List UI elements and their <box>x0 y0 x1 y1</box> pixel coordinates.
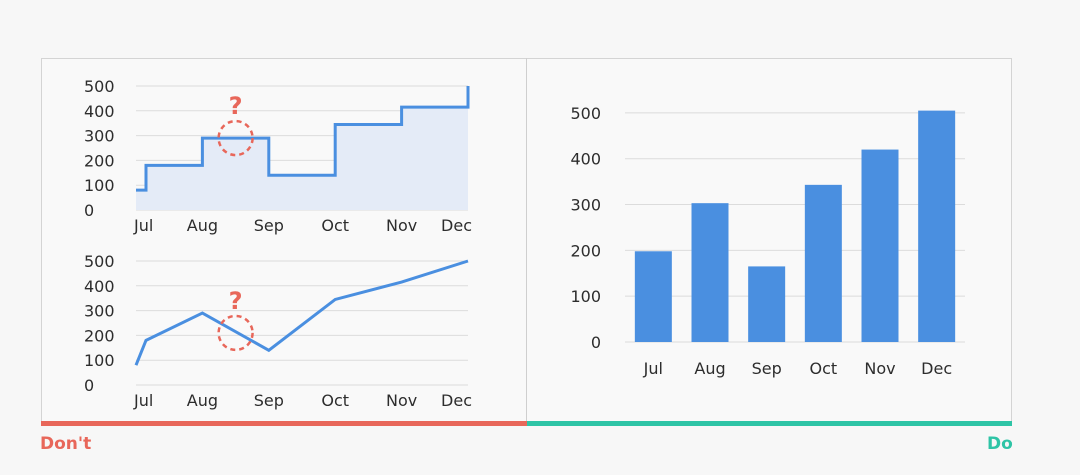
bar-jul <box>634 251 672 342</box>
x-tick-label: Aug <box>187 216 218 235</box>
x-tick-label: Sep <box>254 216 284 235</box>
panel-divider <box>526 58 527 424</box>
x-tick-label: Oct <box>809 359 837 378</box>
x-tick-label: Aug <box>694 359 725 378</box>
y-tick-label: 400 <box>570 150 601 169</box>
y-tick-label: 200 <box>570 241 601 260</box>
series-line <box>136 86 470 192</box>
line-chart: 0 100 200 300 400 500 Jul Aug Sep Oct Nov Dec? <box>84 252 472 410</box>
x-tick-label: Sep <box>752 359 782 378</box>
step-area-chart: 0 100 200 300 400 500 Jul Aug Sep Oct Nov Dec? <box>84 77 472 235</box>
y-tick-label: 0 <box>84 201 94 220</box>
y-tick-label: 400 <box>84 277 115 296</box>
x-tick-label: Jul <box>133 391 153 410</box>
bar-sep <box>748 266 786 342</box>
x-tick-label: Nov <box>386 391 417 410</box>
x-tick-label: Oct <box>321 391 349 410</box>
x-tick-label: Dec <box>921 359 952 378</box>
y-tick-label: 300 <box>84 127 115 146</box>
y-tick-label: 0 <box>84 376 94 395</box>
dont-label: Don't <box>40 434 92 454</box>
y-tick-label: 500 <box>84 77 115 96</box>
do-label: Do <box>987 434 1013 454</box>
x-tick-label: Aug <box>187 391 218 410</box>
y-tick-label: 200 <box>84 151 115 170</box>
x-tick-label: Sep <box>254 391 284 410</box>
question-mark-annotation: ? <box>229 92 243 120</box>
bar-dec <box>918 110 956 342</box>
series-area <box>136 86 468 210</box>
do-indicator-bar <box>527 421 1012 426</box>
bar-chart: 0 100 200 300 400 500 Jul Aug Sep Oct Nov Dec <box>570 104 965 378</box>
y-tick-label: 200 <box>84 326 115 345</box>
y-tick-label: 100 <box>570 287 601 306</box>
y-tick-label: 0 <box>591 333 601 352</box>
annotation-dashed-circle <box>217 119 254 157</box>
series-line <box>134 259 469 366</box>
y-tick-label: 300 <box>84 302 115 321</box>
bar-nov <box>861 149 899 342</box>
dont-indicator-bar <box>41 421 527 426</box>
bar-oct <box>804 184 842 342</box>
x-tick-label: Jul <box>643 359 663 378</box>
bar-aug <box>691 203 729 342</box>
y-tick-label: 100 <box>84 176 115 195</box>
y-tick-label: 500 <box>84 252 115 271</box>
x-tick-label: Jul <box>133 216 153 235</box>
question-mark-annotation: ? <box>229 287 243 315</box>
x-tick-label: Dec <box>441 216 472 235</box>
x-tick-label: Dec <box>441 391 472 410</box>
y-tick-label: 400 <box>84 102 115 121</box>
y-tick-label: 500 <box>570 104 601 123</box>
y-tick-label: 100 <box>84 351 115 370</box>
x-tick-label: Nov <box>386 216 417 235</box>
y-tick-label: 300 <box>570 196 601 215</box>
x-tick-label: Nov <box>864 359 895 378</box>
x-tick-label: Oct <box>321 216 349 235</box>
